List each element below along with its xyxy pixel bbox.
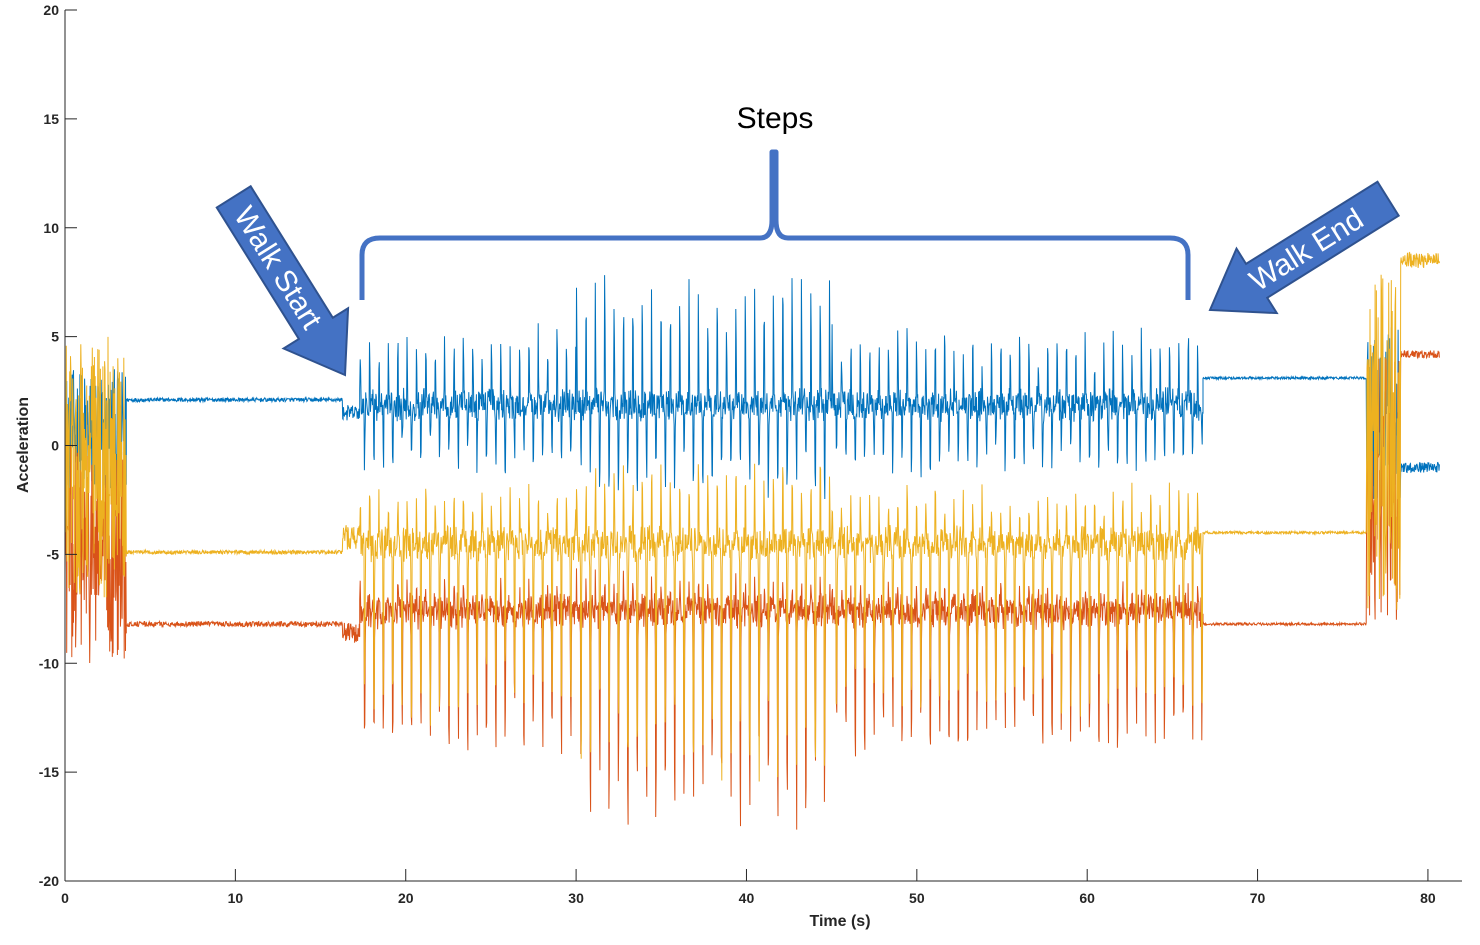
x-tick-label: 20 [398, 890, 414, 906]
x-tick-label: 70 [1250, 890, 1266, 906]
ticks: 0 10 20 30 40 50 60 70 80 -20 -15 -10 -5 0 5 10 15 20 [39, 2, 1436, 906]
x-tick-label: 80 [1420, 890, 1436, 906]
y-tick-label: 0 [51, 438, 59, 454]
x-axis-label: Time (s) [809, 913, 870, 930]
x-tick-label: 50 [909, 890, 925, 906]
x-tick-label: 0 [61, 890, 69, 906]
series-line [64, 349, 1440, 830]
series-line [64, 275, 1440, 520]
y-axis-label: Acceleration [15, 397, 32, 493]
y-tick-label: -20 [39, 873, 59, 889]
x-tick-label: 30 [568, 890, 584, 906]
y-tick-label: 10 [43, 220, 59, 236]
y-tick-label: -5 [47, 546, 60, 562]
walk-start-arrow: Walk Start [215, 184, 350, 377]
plot-lines [64, 251, 1440, 830]
x-tick-label: 40 [739, 890, 755, 906]
y-tick-label: 5 [51, 329, 59, 345]
axes [64, 10, 1462, 882]
steps-bracket [359, 149, 1191, 300]
y-tick-label: -15 [39, 764, 59, 780]
y-tick-label: 15 [43, 111, 59, 127]
walk-end-label: Walk End [1244, 202, 1369, 297]
y-tick-label: 20 [43, 2, 59, 18]
series-line [64, 251, 1440, 782]
x-tick-label: 60 [1079, 890, 1095, 906]
x-tick-label: 10 [228, 890, 244, 906]
steps-label: Steps [737, 102, 814, 135]
y-tick-label: -10 [39, 655, 59, 671]
walk-start-label: Walk Start [227, 201, 328, 335]
